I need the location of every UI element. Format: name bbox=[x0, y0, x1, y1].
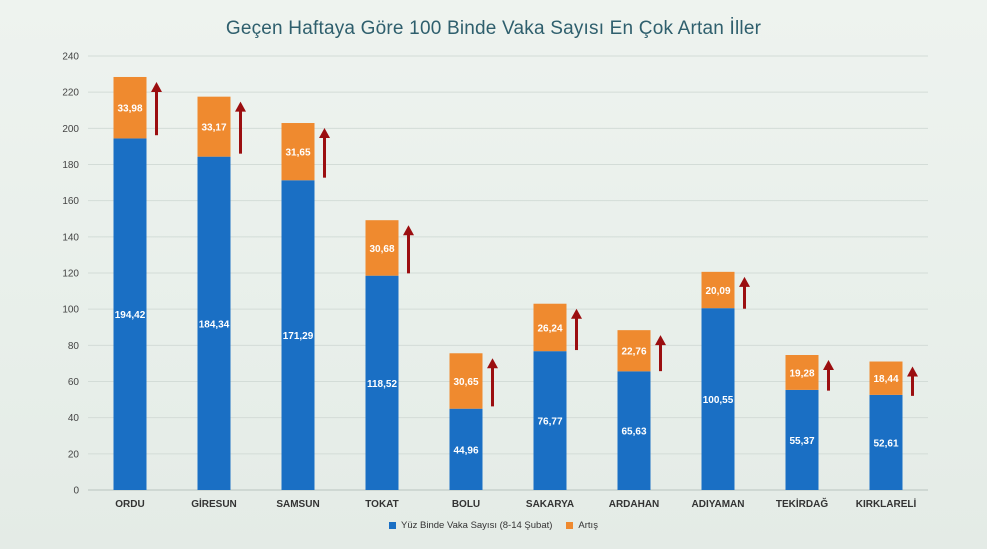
bar-increase bbox=[701, 271, 735, 309]
x-tick-label: BOLU bbox=[452, 499, 480, 510]
bar-base bbox=[449, 408, 483, 490]
bar-base-label: 184,34 bbox=[199, 319, 230, 330]
bar-increase-label: 18,44 bbox=[873, 374, 898, 385]
bar-base bbox=[113, 138, 147, 490]
bar-increase bbox=[197, 96, 231, 157]
y-tick-label: 220 bbox=[62, 88, 79, 99]
legend-item-increase: Artış bbox=[566, 520, 598, 531]
bar-base bbox=[533, 351, 567, 490]
y-tick-label: 140 bbox=[62, 232, 79, 243]
y-tick-label: 160 bbox=[62, 196, 79, 207]
y-tick-label: 100 bbox=[62, 305, 79, 316]
x-tick-label: ADIYAMAN bbox=[692, 499, 745, 510]
bar-base-label: 65,63 bbox=[621, 427, 646, 438]
bar-base-label: 100,55 bbox=[703, 395, 734, 406]
x-tick-label: SAMSUN bbox=[276, 499, 319, 510]
x-axis-ticks: ORDU GİRESUN SAMSUN TOKAT BOLU SAKARYA ARDAHAN… bbox=[115, 497, 916, 510]
legend-swatch-base bbox=[389, 522, 397, 529]
increase-arrow bbox=[403, 225, 414, 274]
bar-base-label: 194,42 bbox=[115, 310, 146, 321]
bar-base-label: 52,61 bbox=[873, 438, 898, 449]
bars: 194,42 33,98 184,34 33,17 171,29 31,65 118,52 3… bbox=[113, 76, 903, 490]
increase-arrow bbox=[655, 335, 666, 372]
chart-title: Geçen Haftaya Göre 100 Binde Vaka Sayısı… bbox=[225, 18, 762, 39]
y-tick-label: 120 bbox=[62, 269, 79, 280]
y-tick-label: 20 bbox=[68, 449, 80, 460]
x-tick-label: GİRESUN bbox=[191, 497, 237, 510]
increase-arrow bbox=[739, 276, 750, 309]
increase-arrows bbox=[151, 81, 918, 407]
x-tick-label: SAKARYA bbox=[526, 499, 574, 510]
bar-increase-label: 33,98 bbox=[117, 104, 142, 115]
bar-increase-label: 33,17 bbox=[201, 123, 226, 134]
bar-base bbox=[617, 371, 651, 490]
bar-increase bbox=[869, 361, 903, 395]
y-tick-label: 40 bbox=[68, 413, 80, 424]
increase-arrow bbox=[151, 81, 162, 136]
bar-base bbox=[869, 394, 903, 490]
y-tick-label: 200 bbox=[62, 124, 79, 135]
increase-arrow bbox=[571, 308, 582, 351]
bar-base-label: 171,29 bbox=[283, 331, 314, 342]
y-tick-label: 180 bbox=[62, 160, 79, 171]
x-tick-label: KIRKLARELİ bbox=[856, 497, 917, 510]
increase-arrow bbox=[235, 101, 246, 154]
bar-base bbox=[197, 156, 231, 490]
x-tick-label: ARDAHAN bbox=[609, 499, 660, 510]
y-tick-label: 80 bbox=[68, 341, 80, 352]
chart-legend: Yüz Binde Vaka Sayısı (8-14 Şubat) Artış bbox=[0, 520, 987, 531]
bar-increase bbox=[449, 353, 483, 409]
bar-increase bbox=[113, 76, 147, 139]
bar-increase-label: 30,65 bbox=[453, 377, 478, 388]
increase-arrow bbox=[319, 128, 330, 178]
y-tick-label: 240 bbox=[62, 52, 79, 63]
bar-increase-label: 30,68 bbox=[369, 244, 394, 255]
increase-arrow bbox=[823, 360, 834, 391]
bar-increase bbox=[365, 220, 399, 276]
bar-increase bbox=[785, 355, 819, 390]
y-tick-label: 0 bbox=[73, 486, 79, 497]
bar-base-label: 76,77 bbox=[537, 417, 562, 428]
x-tick-label: ORDU bbox=[115, 499, 144, 510]
x-tick-label: TOKAT bbox=[365, 499, 399, 510]
legend-label-increase: Artış bbox=[578, 520, 598, 531]
bar-increase-label: 19,28 bbox=[789, 368, 814, 379]
y-axis-ticks: 0 20 40 60 80 100 120 140 160 180 200 220 240 bbox=[62, 52, 79, 497]
increase-arrow bbox=[487, 358, 498, 407]
bar-base-label: 118,52 bbox=[367, 379, 397, 390]
x-tick-label: TEKİRDAĞ bbox=[776, 497, 828, 510]
bar-base-label: 44,96 bbox=[453, 445, 478, 456]
increase-arrow bbox=[907, 366, 918, 396]
bar-increase-label: 20,09 bbox=[705, 286, 730, 297]
bar-base bbox=[701, 308, 735, 490]
y-tick-label: 60 bbox=[68, 377, 80, 388]
bar-increase bbox=[617, 330, 651, 372]
bar-increase bbox=[281, 123, 315, 181]
bar-increase-label: 22,76 bbox=[621, 347, 646, 358]
bar-base bbox=[365, 275, 399, 490]
legend-item-base: Yüz Binde Vaka Sayısı (8-14 Şubat) bbox=[389, 520, 552, 531]
bar-base-label: 55,37 bbox=[789, 436, 814, 447]
bar-increase bbox=[533, 303, 567, 352]
bar-increase-label: 31,65 bbox=[285, 148, 310, 159]
bar-base bbox=[281, 180, 315, 490]
bar-increase-label: 26,24 bbox=[537, 323, 562, 334]
legend-swatch-increase bbox=[566, 522, 574, 529]
bar-base bbox=[785, 389, 819, 490]
legend-label-base: Yüz Binde Vaka Sayısı (8-14 Şubat) bbox=[401, 520, 553, 531]
